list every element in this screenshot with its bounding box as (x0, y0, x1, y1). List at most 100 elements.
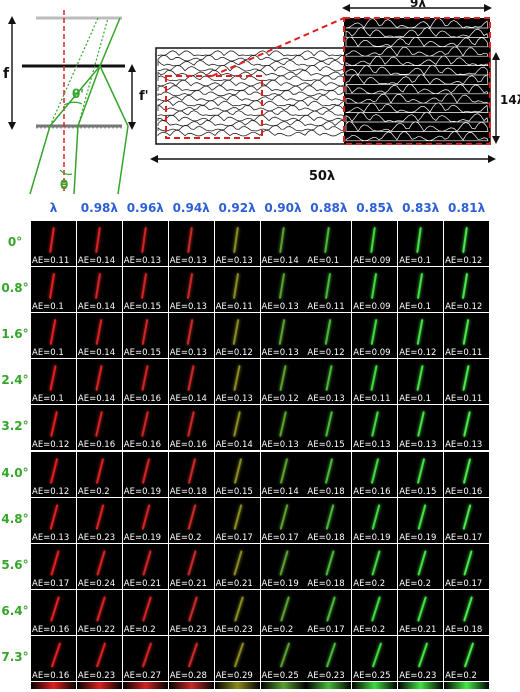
focal-spot-cell: AE=0.16 (352, 451, 398, 497)
absolute-error-label: AE=0.13 (307, 394, 345, 405)
width-label: 50λ (309, 169, 335, 184)
focal-spot-cell: AE=0.12 (260, 359, 306, 405)
focal-spot (463, 642, 474, 668)
thetaprime-label: θ' (72, 87, 84, 101)
absolute-error-label: AE=0.28 (169, 670, 207, 681)
focal-spot (370, 319, 378, 346)
absolute-error-label: AE=0.18 (307, 578, 345, 589)
focal-spot (325, 411, 333, 438)
absolute-error-label: AE=0.18 (307, 486, 345, 497)
absolute-error-label: AE=0.18 (445, 624, 483, 635)
focal-spot-cell: AE=0.14 (76, 267, 122, 313)
row-header-angle: 6.4° (1, 603, 29, 618)
focal-spot-cell: AE=0.12 (31, 451, 76, 497)
focal-spot-cell: AE=0.13 (352, 405, 398, 451)
focal-spot (279, 642, 291, 668)
focal-spot-cell: AE=0.21 (122, 543, 168, 589)
absolute-error-label: AE=0.16 (123, 440, 162, 451)
focal-spot-cell: AE=0.16 (122, 405, 168, 451)
absolute-error-label: AE=0.27 (123, 670, 162, 681)
focal-spot-cell: AE=0.1 (31, 359, 76, 405)
absolute-error-label: AE=0.16 (445, 486, 483, 497)
absolute-error-label: AE=0.17 (445, 532, 483, 543)
absolute-error-label: AE=0.23 (399, 670, 437, 681)
focal-spot-cell: AE=0.15 (122, 313, 168, 359)
focal-spot-cell: AE=0.2 (444, 635, 490, 681)
focal-spot-cell: AE=0.13 (31, 497, 76, 543)
focal-spot (462, 411, 471, 438)
focal-spot (50, 549, 60, 576)
focal-spot (416, 319, 424, 346)
absolute-error-label: AE=0.15 (215, 486, 253, 497)
row-header-angle: 0° (7, 235, 23, 249)
focal-spot-cell: AE=0.2 (352, 589, 398, 635)
absolute-error-label: AE=0.13 (261, 302, 299, 313)
absolute-error-label: AE=0.24 (77, 578, 116, 589)
focal-spot (278, 226, 285, 254)
absolute-error-label: AE=0.12 (307, 348, 345, 359)
focal-spot (278, 273, 285, 300)
focal-spot-cell: AE=0.12 (398, 313, 444, 359)
focal-spot (462, 319, 470, 346)
focal-spot (187, 365, 195, 392)
focal-spot-cell: AE=0.11 (31, 221, 76, 266)
absolute-error-label: AE=0.13 (215, 256, 253, 266)
absolute-error-label: AE=0.17 (32, 578, 70, 589)
focal-spot-cell: AE=0.15 (306, 405, 352, 451)
column-header-wavelength: 0.92λ (218, 201, 256, 215)
absolute-error-label: AE=0.14 (169, 394, 207, 405)
focal-spot (141, 273, 148, 300)
absolute-error-label: AE=0.11 (353, 394, 391, 405)
focal-spot-cell: AE=0.25 (352, 635, 398, 681)
focal-spot-cell: AE=0.13 (260, 313, 306, 359)
absolute-error-label: AE=0.25 (353, 670, 391, 681)
focal-spot (325, 596, 336, 622)
focal-spot-cell: AE=0.1 (31, 313, 76, 359)
focal-spot-cell: AE=0.29 (214, 635, 260, 681)
wavelength-color-bar (122, 682, 168, 689)
wavelength-color-bar (444, 682, 490, 689)
focal-spot (417, 503, 426, 530)
focal-spot (233, 365, 241, 392)
focal-spot-cell: AE=0.16 (31, 589, 76, 635)
focal-spot (141, 549, 152, 576)
absolute-error-label: AE=0.13 (261, 440, 299, 451)
absolute-error-label: AE=0.19 (123, 532, 162, 543)
focal-spot-cell: AE=0.16 (76, 405, 122, 451)
focal-spot (462, 273, 469, 300)
absolute-error-label: AE=0.16 (123, 394, 162, 405)
focal-spot-cell: AE=0.15 (398, 451, 444, 497)
focal-spot-cell: AE=0.1 (306, 221, 352, 266)
absolute-error-label: AE=0.19 (399, 532, 437, 543)
absolute-error-label: AE=0.16 (169, 440, 207, 451)
focal-spot (95, 457, 105, 484)
focal-spot (325, 457, 334, 484)
focal-spot-cell: AE=0.15 (214, 451, 260, 497)
focal-spot (187, 457, 196, 484)
absolute-error-label: AE=0.12 (445, 256, 483, 266)
focal-spot-cell: AE=0.12 (444, 221, 490, 266)
column-header-wavelength: 0.94λ (172, 201, 210, 215)
absolute-error-label: AE=0.16 (353, 486, 391, 497)
column-header-wavelength: 0.98λ (80, 201, 118, 215)
focal-spot (49, 365, 57, 392)
absolute-error-label: AE=0.14 (77, 348, 116, 359)
absolute-error-label: AE=0.1 (399, 256, 432, 266)
absolute-error-label: AE=0.1 (399, 394, 432, 405)
absolute-error-label: AE=0.21 (215, 578, 253, 589)
focal-spot-cell: AE=0.16 (31, 635, 76, 681)
focal-spot-cell: AE=0.2 (76, 451, 122, 497)
absolute-error-label: AE=0.1 (399, 302, 432, 313)
wavelength-color-bar (214, 682, 260, 689)
focal-spot-cell: AE=0.2 (260, 589, 306, 635)
focal-spot (417, 457, 426, 484)
absolute-error-label: AE=0.21 (399, 624, 437, 635)
absolute-error-label: AE=0.11 (445, 394, 483, 405)
focal-spot (95, 503, 105, 530)
absolute-error-label: AE=0.2 (77, 486, 110, 497)
zoom-height-label: 14λ (500, 93, 520, 107)
focal-spot-cell: AE=0.23 (76, 497, 122, 543)
focal-spot-cell: AE=0.13 (260, 405, 306, 451)
absolute-error-label: AE=0.1 (32, 394, 64, 405)
focal-spot (370, 365, 379, 392)
